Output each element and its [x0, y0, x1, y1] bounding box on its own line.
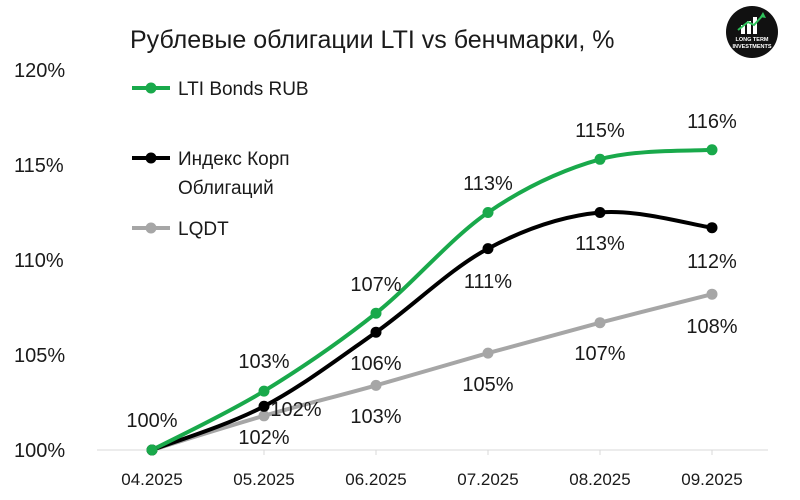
legend-marker-lqdt	[145, 222, 157, 234]
x-tick-label: 08.2025	[569, 470, 630, 489]
data-point-lqdt	[482, 347, 494, 359]
legend-label-corp-index: Индекс Корп	[178, 149, 290, 170]
data-label-lti-bonds: 107%	[350, 274, 401, 296]
data-point-corp-index	[706, 222, 718, 234]
data-labels: 100% 103% 107% 113% 115% 116% 102% 106% 111% 113%…	[126, 111, 737, 449]
legend-marker-lti-bonds	[145, 82, 157, 94]
data-point-lti-bonds	[370, 307, 382, 319]
logo-text-line2: INVESTMENTS	[732, 44, 771, 50]
y-tick-label: 115%	[14, 155, 64, 177]
y-tick-label: 105%	[14, 345, 65, 367]
data-label-lqdt: 107%	[574, 343, 625, 365]
data-point-lti-bonds	[146, 444, 158, 456]
data-point-lqdt	[706, 288, 718, 300]
chart-title: Рублевые облигации LTI vs бенчмарки, %	[130, 26, 615, 54]
data-label-corp-index: 113%	[575, 233, 625, 255]
legend-label-corp-index: Облигаций	[178, 178, 274, 199]
series-points	[146, 144, 718, 456]
data-label-lti-bonds: 103%	[238, 351, 289, 373]
data-point-lti-bonds	[482, 207, 494, 218]
legend-label-lqdt: LQDT	[178, 219, 229, 240]
x-tick-label: 06.2025	[345, 470, 406, 489]
y-tick-label: 120%	[14, 60, 65, 82]
legend: LTI Bonds RUB Индекс Корп Облигаций LQDT	[132, 79, 309, 240]
data-label-lti-bonds: 100%	[126, 410, 177, 432]
legend-marker-corp-index	[145, 152, 157, 164]
data-point-corp-index	[482, 243, 494, 255]
logo-text-line1: LONG TERM	[736, 37, 769, 43]
data-point-lqdt	[594, 317, 606, 329]
data-point-lqdt	[258, 410, 270, 422]
data-label-lqdt: 105%	[462, 374, 513, 396]
data-label-corp-index: 106%	[350, 353, 401, 375]
data-label-lti-bonds: 116%	[687, 111, 737, 133]
data-point-lqdt	[370, 379, 382, 391]
x-tick-label: 04.2025	[121, 470, 182, 489]
data-point-corp-index	[370, 326, 382, 338]
data-label-lti-bonds: 115%	[575, 120, 625, 142]
series-line-lqdt	[150, 292, 714, 452]
x-tick-label: 05.2025	[233, 470, 294, 489]
data-label-lti-bonds: 113%	[463, 173, 513, 195]
data-point-lti-bonds	[258, 385, 270, 397]
logo: LONG TERM INVESTMENTS	[726, 6, 778, 58]
x-axis: 04.2025 05.2025 06.2025 07.2025 08.2025 09.20…	[97, 449, 768, 489]
growth-arrow-logo-icon	[737, 12, 766, 34]
y-tick-label: 100%	[14, 440, 65, 462]
x-tick-label: 07.2025	[457, 470, 518, 489]
data-label-corp-index: 112%	[687, 251, 737, 273]
data-label-lqdt: 103%	[350, 406, 401, 428]
data-point-lti-bonds	[706, 144, 718, 156]
x-tick-label: 09.2025	[681, 470, 742, 489]
data-label-corp-index: 111%	[464, 271, 512, 293]
data-label-lqdt: 108%	[686, 316, 737, 338]
data-label-corp-index: 102%	[270, 399, 321, 421]
data-point-corp-index	[258, 400, 270, 412]
data-point-lti-bonds	[594, 153, 606, 165]
legend-label-lti-bonds: LTI Bonds RUB	[178, 79, 309, 100]
y-axis: 100% 105% 110% 115% 120%	[14, 60, 65, 462]
data-point-corp-index	[594, 207, 606, 218]
series-line-corp-index	[150, 210, 714, 452]
logo-badge	[726, 6, 778, 58]
data-label-lqdt: 102%	[238, 427, 289, 449]
y-tick-label: 110%	[14, 250, 64, 272]
